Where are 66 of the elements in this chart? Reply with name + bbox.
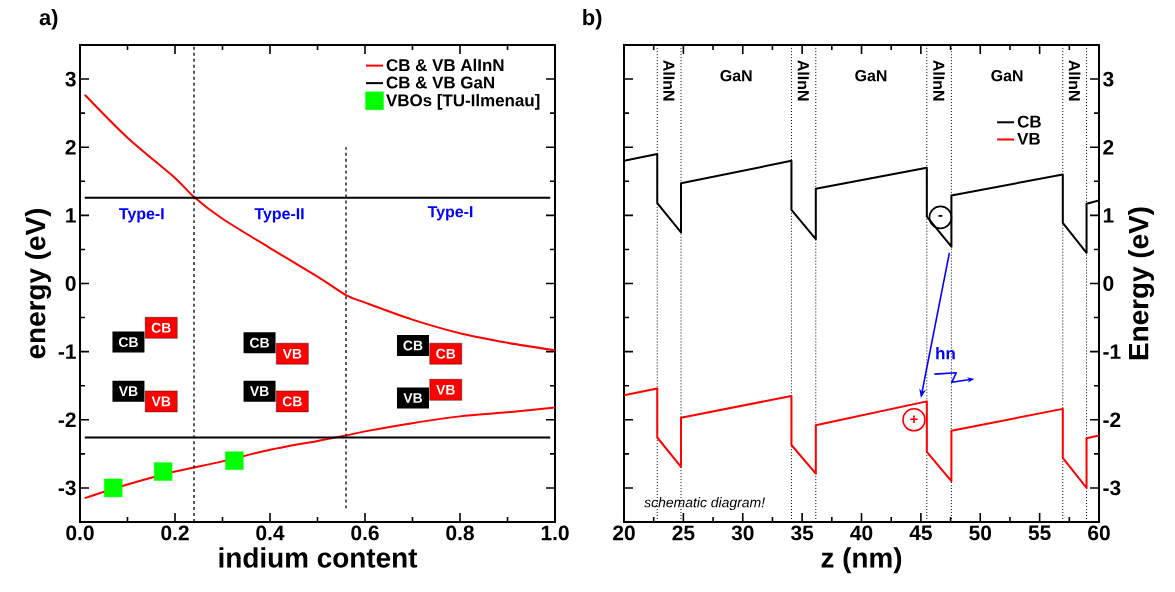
chart-title: a)	[39, 9, 58, 30]
y2-tick-label: -2	[1103, 412, 1121, 428]
annotation: CB	[250, 337, 269, 348]
x-tick-label: 1.0	[541, 525, 569, 541]
y-axis-title: energy (eV)	[24, 208, 52, 359]
y2-tick-label: -1	[1103, 344, 1121, 359]
annotation: GaN	[991, 70, 1023, 82]
annotation: Type-I	[119, 208, 164, 223]
annotation: VB	[249, 386, 269, 396]
x-tick-label: 20	[613, 525, 635, 541]
annotation: AlInN	[1068, 60, 1081, 101]
annotation: VB	[403, 393, 423, 403]
annotation: CB	[436, 348, 456, 359]
annotation: AlInN	[663, 60, 675, 101]
y-tick-label: 3	[65, 71, 76, 87]
x-tick-label: 60	[1088, 525, 1110, 541]
legend-label: CB & VB AlInN	[386, 58, 504, 72]
y2-tick-label: 3	[1103, 71, 1114, 87]
y2-tick-label: 0	[1103, 276, 1114, 291]
annotation: CB	[151, 322, 171, 333]
x-tick-label: 55	[1028, 525, 1051, 541]
annotation: AlInN	[933, 60, 945, 101]
annotation: hn	[936, 346, 955, 360]
annotation: VB	[151, 396, 171, 407]
annotation: VB	[118, 386, 138, 396]
x-axis-title: z (nm)	[821, 547, 902, 574]
x-axis-title: indium content	[219, 547, 418, 568]
x-tick-label: 0.0	[66, 525, 94, 541]
annotation: GaN	[855, 70, 887, 82]
annotation: Type-I	[427, 206, 473, 221]
annotation: Type-II	[254, 208, 304, 223]
annotation: CB	[282, 396, 302, 407]
x-tick-label: 50	[969, 525, 992, 541]
y-tick-label: -1	[58, 344, 76, 359]
x-tick-label: 30	[731, 525, 754, 541]
y2-axis-title: Energy (eV)	[1127, 207, 1155, 360]
y2-tick-label: 2	[1103, 139, 1114, 155]
annotation: +	[910, 415, 918, 423]
legend-label: VB	[1017, 132, 1040, 145]
chart-title: b)	[583, 9, 602, 30]
x-tick-label: 0.4	[256, 525, 285, 541]
legend-label: VBOs [TU-Ilmenau]	[386, 93, 540, 110]
annotation: VB	[436, 385, 455, 395]
annotation: AlInN	[797, 60, 810, 101]
y-tick-label: 1	[66, 208, 76, 223]
y-tick-label: -2	[58, 412, 76, 428]
x-tick-label: 40	[850, 525, 873, 541]
legend-label: CB	[1017, 115, 1041, 128]
y2-tick-label: -3	[1103, 480, 1121, 496]
annotation: schematic diagram!	[644, 497, 765, 511]
y-tick-label: -3	[58, 480, 76, 496]
annotation: CB	[403, 340, 423, 351]
annotation: -	[938, 215, 943, 217]
y-tick-label: 0	[65, 276, 76, 291]
x-tick-label: 0.8	[446, 525, 474, 541]
x-tick-label: 0.2	[161, 525, 189, 541]
y2-tick-label: 1	[1103, 208, 1114, 223]
legend-label: CB & VB GaN	[386, 76, 494, 89]
annotation: GaN	[720, 70, 752, 82]
annotation: CB	[118, 337, 138, 348]
x-tick-label: 35	[790, 525, 814, 541]
annotation: VB	[282, 348, 302, 359]
y-tick-label: 2	[65, 139, 76, 155]
x-tick-label: 25	[672, 525, 695, 541]
x-tick-label: 0.6	[351, 525, 379, 541]
x-tick-label: 45	[909, 525, 932, 541]
